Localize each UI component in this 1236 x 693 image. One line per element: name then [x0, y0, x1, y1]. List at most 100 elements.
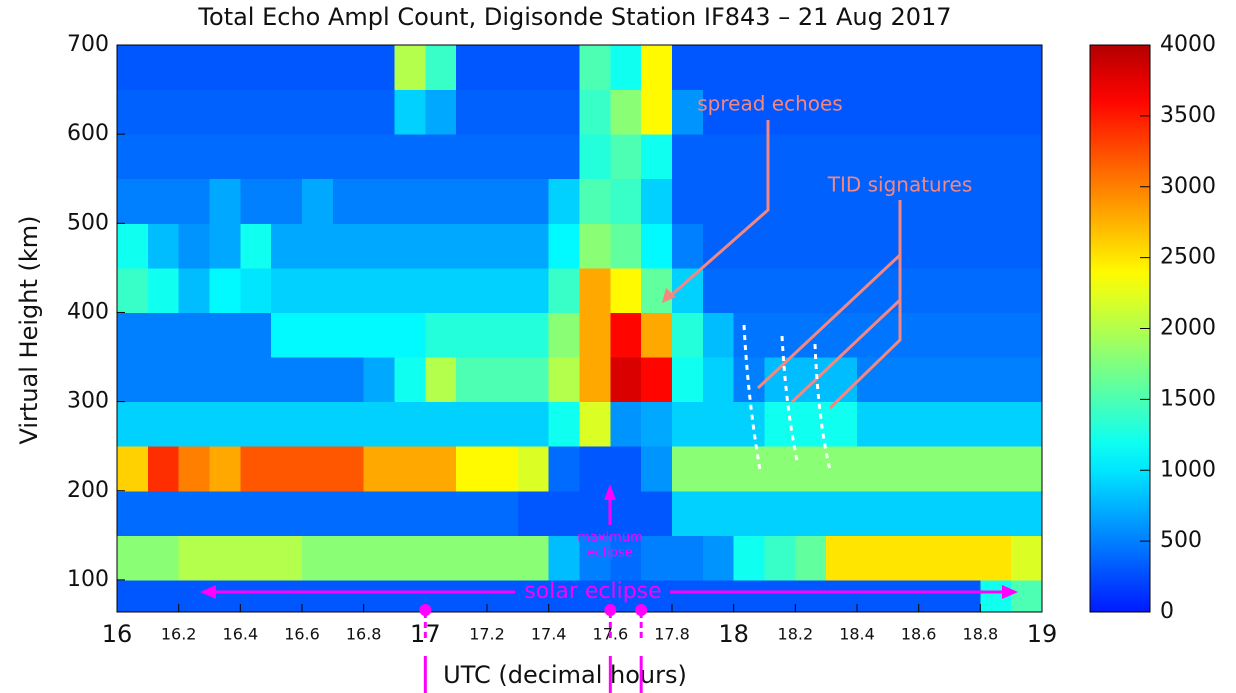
tid-trace — [742, 324, 832, 471]
cell — [517, 490, 550, 536]
cell — [332, 89, 365, 135]
cell — [795, 89, 827, 135]
cell — [240, 223, 272, 269]
cell — [117, 178, 149, 224]
cell — [579, 535, 611, 581]
cell — [302, 357, 334, 403]
cell — [517, 357, 550, 403]
cell — [949, 446, 981, 492]
cell — [394, 178, 426, 224]
cell — [117, 535, 149, 581]
cell — [980, 267, 1012, 313]
cell — [733, 312, 765, 358]
cell — [980, 89, 1012, 135]
cell — [764, 45, 796, 91]
cell — [487, 89, 519, 135]
cell — [548, 134, 580, 180]
cell — [240, 357, 272, 403]
cell — [178, 357, 210, 403]
cell — [702, 178, 735, 224]
cell — [857, 223, 889, 269]
cell — [702, 490, 735, 536]
cell — [302, 312, 334, 358]
cell — [1011, 45, 1043, 91]
cell — [980, 535, 1012, 581]
arrowhead — [200, 585, 216, 599]
cell — [332, 357, 365, 403]
cell — [271, 89, 303, 135]
cell — [394, 45, 426, 91]
cell — [363, 223, 395, 269]
cell — [425, 267, 457, 313]
cell — [949, 134, 981, 180]
cell — [240, 89, 272, 135]
cell — [918, 357, 950, 403]
cell — [795, 178, 827, 224]
cell — [857, 579, 889, 613]
cell — [548, 89, 580, 135]
cell — [795, 535, 827, 581]
y-tick-label: 400 — [67, 299, 109, 324]
cell — [1011, 490, 1043, 536]
cell — [487, 45, 519, 91]
cell — [517, 178, 550, 224]
cell — [271, 401, 303, 447]
cell — [949, 178, 981, 224]
cell — [456, 490, 488, 536]
cell — [702, 267, 735, 313]
cell — [887, 312, 920, 358]
cell — [918, 312, 950, 358]
cell — [918, 490, 950, 536]
cell — [487, 446, 519, 492]
cell — [332, 401, 365, 447]
cell — [302, 579, 334, 613]
cell — [117, 134, 149, 180]
cell — [271, 178, 303, 224]
x-tick-label: 17.4 — [531, 625, 567, 644]
cell — [641, 446, 673, 492]
cell — [610, 89, 642, 135]
cell — [918, 223, 950, 269]
colorbar-tick-label: 1500 — [1160, 386, 1216, 411]
cell — [702, 446, 735, 492]
cell — [949, 579, 981, 613]
cell — [733, 490, 765, 536]
cell — [363, 490, 395, 536]
cell — [425, 89, 457, 135]
cell — [363, 45, 395, 91]
cell — [456, 535, 488, 581]
cell — [117, 223, 149, 269]
cell — [702, 312, 735, 358]
cell — [579, 312, 611, 358]
x-tick-label: 17.8 — [654, 625, 690, 644]
x-tick-label: 18.8 — [963, 625, 999, 644]
cell — [857, 45, 889, 91]
cell — [672, 490, 704, 536]
cell — [641, 89, 673, 135]
annotation: solar eclipse — [524, 579, 661, 604]
cell — [394, 134, 426, 180]
cell — [826, 45, 858, 91]
cell — [332, 134, 365, 180]
cell — [147, 401, 180, 447]
cell — [178, 446, 210, 492]
x-axis-label: UTC (decimal hours) — [443, 661, 687, 689]
cell — [949, 401, 981, 447]
cell — [147, 312, 180, 358]
cell — [826, 134, 858, 180]
marker-dot — [635, 604, 648, 616]
cell — [548, 490, 580, 536]
cell — [764, 357, 796, 403]
cell — [548, 223, 580, 269]
cell — [117, 490, 149, 536]
cell — [764, 401, 796, 447]
cell — [980, 134, 1012, 180]
x-tick-label: 18 — [718, 620, 749, 648]
cell — [517, 446, 550, 492]
cell — [672, 357, 704, 403]
cell — [178, 89, 210, 135]
cell — [579, 178, 611, 224]
cell — [117, 579, 149, 613]
cell — [147, 579, 180, 613]
x-tick-label: 18.6 — [901, 625, 937, 644]
